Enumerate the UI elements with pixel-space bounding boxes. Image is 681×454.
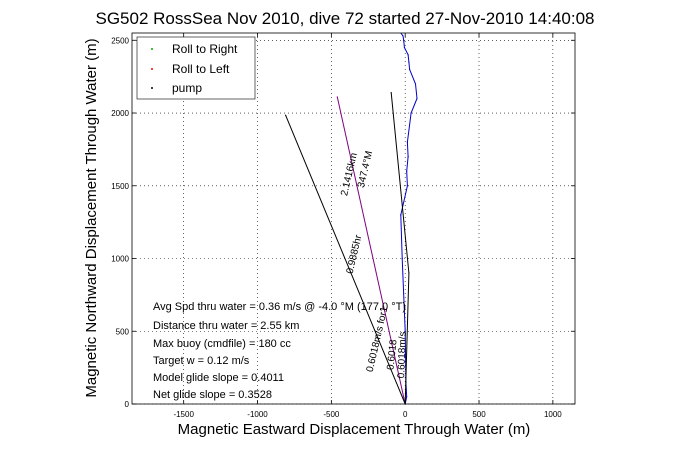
legend-marker-pump [151, 87, 153, 89]
data-series [284, 32, 418, 405]
x-tick-label: 500 [472, 410, 486, 419]
chart-title: SG502 RossSea Nov 2010, dive 72 started … [96, 9, 595, 28]
series-line-1 [336, 96, 406, 405]
y-axis-label: Magnetic Northward Displacement Through … [83, 38, 100, 397]
data-point [284, 114, 287, 116]
stat-model-glide: Model glide slope = 0.4011 [153, 372, 284, 384]
data-point [406, 141, 408, 143]
data-point [410, 112, 412, 114]
legend-label-roll-right: Roll to Right [172, 42, 238, 56]
stat-max-buoy: Max buoy (cmdfile) = 180 cc [153, 338, 291, 350]
data-point [336, 96, 338, 98]
stat-target-w: Target w = 0.12 m/s [153, 355, 250, 367]
data-point [390, 92, 392, 94]
legend-label-roll-left: Roll to Left [172, 62, 230, 76]
x-tick-label: 0 [403, 410, 408, 419]
y-tick-label: 1500 [111, 182, 129, 191]
y-tick-label: 2000 [111, 109, 129, 118]
y-tick-label: 1000 [111, 255, 129, 264]
legend: Roll to Right Roll to Left pump [136, 36, 256, 100]
series-line-2 [285, 115, 406, 405]
data-point [406, 185, 408, 187]
stat-net-glide: Net glide slope = 0.3528 [153, 389, 272, 401]
x-tick-label: -1000 [247, 410, 268, 419]
data-point [409, 68, 411, 70]
axis-ticks: -1500 -1000 -500 0 500 1000 0 500 1000 1500 2000 25… [111, 33, 575, 419]
data-point [403, 46, 406, 49]
data-point [416, 97, 418, 100]
x-tick-label: 1000 [544, 410, 562, 419]
speed-annotation-2: 0.6018 [385, 339, 399, 371]
y-tick-label: 2500 [111, 36, 129, 45]
dive-stats: Avg Spd thru water = 0.36 m/s @ -4.0 °M … [153, 301, 406, 401]
y-tick-label: 500 [116, 327, 130, 336]
legend-box [136, 36, 256, 100]
data-point [407, 156, 409, 158]
data-point [403, 39, 405, 41]
data-point [404, 330, 406, 332]
speed-annotation-3: 0.6018m/s [396, 331, 409, 378]
x-tick-label: -1500 [173, 410, 194, 419]
data-point [406, 396, 408, 398]
plot-border [131, 32, 576, 405]
y-tick-label: 0 [125, 400, 130, 409]
stat-avg-speed: Avg Spd thru water = 0.36 m/s @ -4.0 °M … [153, 301, 406, 313]
x-axis-label: Magnetic Eastward Displacement Through W… [178, 421, 531, 438]
data-point [408, 272, 410, 274]
data-point [408, 61, 410, 63]
data-point [414, 83, 417, 85]
data-point [407, 54, 409, 56]
data-point [401, 257, 403, 260]
data-point [406, 170, 408, 172]
stat-distance: Distance thru water = 2.55 km [153, 320, 299, 332]
data-point [400, 214, 402, 216]
legend-marker-roll-right [151, 48, 153, 50]
legend-label-pump: pump [172, 81, 202, 95]
data-point [402, 35, 404, 37]
x-tick-label: -500 [323, 410, 340, 419]
series-line-0 [400, 32, 418, 405]
legend-marker-roll-left [151, 68, 153, 70]
